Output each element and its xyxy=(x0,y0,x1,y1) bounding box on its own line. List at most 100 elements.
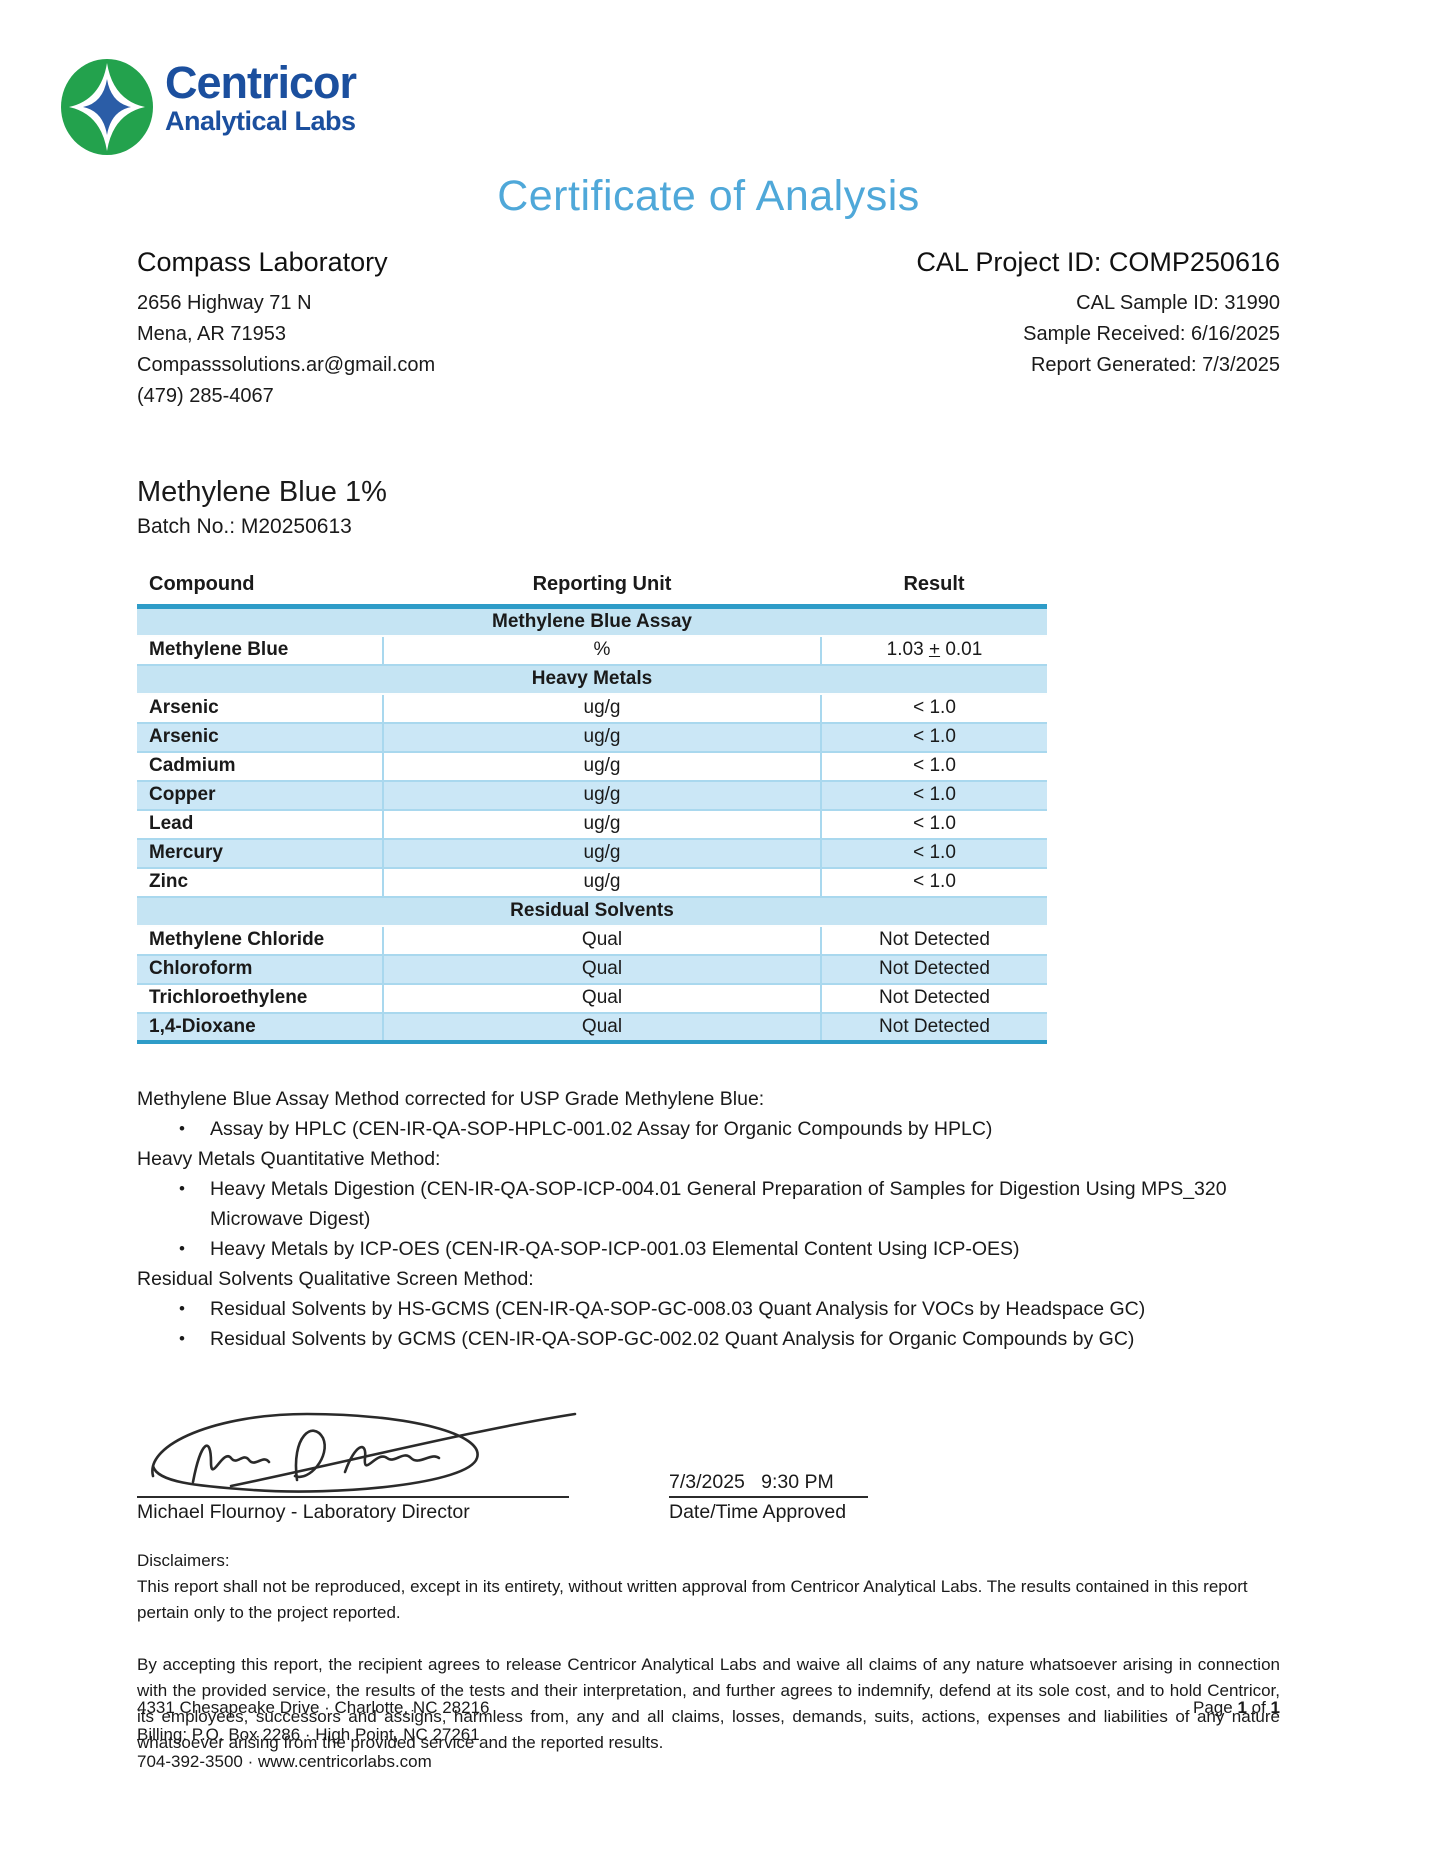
client-name: Compass Laboratory xyxy=(137,247,388,277)
page-title: Certificate of Analysis xyxy=(497,172,920,220)
method-heading: Methylene Blue Assay Method corrected fo… xyxy=(137,1087,765,1110)
method-text: Residual Solvents by HS-GCMS (CEN-IR-QA-… xyxy=(210,1297,1146,1320)
compound-cell: Methylene Blue xyxy=(137,635,383,666)
client-info: Compass Laboratory 2656 Highway 71 N Men… xyxy=(137,247,435,412)
sample-id: CAL Sample ID: 31990 xyxy=(1076,292,1280,314)
compound-cell: Chloroform xyxy=(137,954,383,985)
disclaimers-section: Disclaimers: This report shall not be re… xyxy=(137,1548,1280,1756)
result-cell: < 1.0 xyxy=(820,867,1047,898)
unit-cell: Qual xyxy=(382,925,821,956)
footer-billing: Billing: P.O. Box 2286 · High Point, NC … xyxy=(137,1725,480,1744)
method-text: Residual Solvents by GCMS (CEN-IR-QA-SOP… xyxy=(210,1327,1135,1350)
unit-cell: ug/g xyxy=(382,809,821,840)
brand-header: Centricor Analytical Labs xyxy=(59,58,1280,156)
disclaimers-heading: Disclaimers: xyxy=(137,1550,230,1570)
compound-cell: Mercury xyxy=(137,838,383,869)
result-cell: < 1.0 xyxy=(820,722,1047,753)
method-bullet-item: • Heavy Metals Digestion (CEN-IR-QA-SOP-I… xyxy=(137,1174,1280,1234)
result-cell: < 1.0 xyxy=(820,809,1047,840)
approval-date-block: 7/3/2025 9:30 PM Date/Time Approved xyxy=(669,1468,868,1526)
project-meta: CAL Sample ID: 31990 Sample Received: 6/… xyxy=(916,288,1280,381)
result-cell: < 1.0 xyxy=(820,838,1047,869)
sample-received: Sample Received: 6/16/2025 xyxy=(1023,323,1280,345)
unit-cell: Qual xyxy=(382,954,821,985)
client-address-line: Mena, AR 71953 xyxy=(137,323,286,345)
client-address: 2656 Highway 71 N Mena, AR 71953 Compass… xyxy=(137,288,435,412)
table-row: Chloroform Qual Not Detected xyxy=(137,954,1047,985)
compound-cell: 1,4-Dioxane xyxy=(137,1012,383,1043)
project-id: CAL Project ID: COMP250616 xyxy=(916,247,1280,277)
result-cell: Not Detected xyxy=(820,1012,1047,1043)
section-title: Residual Solvents xyxy=(137,895,1047,927)
results-table-header: Compound Reporting Unit Result xyxy=(137,573,1047,604)
bullet-icon: • xyxy=(179,1238,185,1258)
method-bullet-item: • Residual Solvents by HS-GCMS (CEN-IR-QA… xyxy=(137,1294,1280,1324)
bullet-icon: • xyxy=(179,1118,185,1138)
unit-cell: Qual xyxy=(382,983,821,1014)
project-info: CAL Project ID: COMP250616 CAL Sample ID… xyxy=(916,247,1280,412)
compound-cell: Zinc xyxy=(137,867,383,898)
page-footer: 4331 Chesapeake Drive · Charlotte, NC 28… xyxy=(137,1694,1280,1775)
compound-cell: Methylene Chloride xyxy=(137,925,383,956)
results-table: Methylene Blue Assay Methylene Blue% 1.03 … xyxy=(137,604,1047,1044)
plus-minus-sign: + xyxy=(928,639,941,660)
unit-cell: ug/g xyxy=(382,867,821,898)
client-phone: (479) 285-4067 xyxy=(137,385,274,407)
table-row: Methylene Chloride Qual Not Detected xyxy=(137,925,1047,956)
method-bullet-item: • Residual Solvents by GCMS (CEN-IR-QA-SO… xyxy=(137,1324,1280,1354)
table-row: Mercury ug/g < 1.0 xyxy=(137,838,1047,869)
result-cell: Not Detected xyxy=(820,983,1047,1014)
unit-cell: Qual xyxy=(382,1012,821,1043)
column-header-compound: Compound xyxy=(149,573,255,595)
method-text: Heavy Metals Digestion (CEN-IR-QA-SOP-IC… xyxy=(210,1177,1227,1230)
report-generated: Report Generated: 7/3/2025 xyxy=(1030,354,1280,376)
page-number: Page 1 of 1 xyxy=(1193,1698,1280,1717)
unit-cell: ug/g xyxy=(382,838,821,869)
brand-name: Centricor xyxy=(165,57,357,108)
column-header-result: Result xyxy=(903,573,965,595)
sample-batch-number: Batch No.: M20250613 xyxy=(137,515,352,538)
result-cell: < 1.0 xyxy=(820,751,1047,782)
unit-cell: % xyxy=(382,635,821,666)
footer-address: 4331 Chesapeake Drive · Charlotte, NC 28… xyxy=(137,1698,490,1717)
centricor-logo-icon xyxy=(61,59,153,155)
signature-block: Michael Flournoy - Laboratory Director xyxy=(137,1396,577,1526)
section-title: Methylene Blue Assay xyxy=(137,605,1047,637)
method-bullet-item: • Heavy Metals by ICP-OES (CEN-IR-QA-SOP-… xyxy=(137,1234,1280,1264)
compound-cell: Arsenic xyxy=(137,693,383,724)
table-row: Lead ug/g < 1.0 xyxy=(137,809,1047,840)
table-row: Copper ug/g < 1.0 xyxy=(137,780,1047,811)
method-text: Assay by HPLC (CEN-IR-QA-SOP-HPLC-001.02… xyxy=(210,1117,993,1140)
signatory-name-title: Michael Flournoy - Laboratory Director xyxy=(137,1500,470,1523)
table-row: Trichloroethylene Qual Not Detected xyxy=(137,983,1047,1014)
unit-cell: ug/g xyxy=(382,780,821,811)
section-row: Residual Solvents xyxy=(137,895,1047,927)
brand-subtitle: Analytical Labs xyxy=(165,106,356,136)
section-row: Heavy Metals xyxy=(137,663,1047,695)
signature-section: Michael Flournoy - Laboratory Director 7… xyxy=(137,1396,1280,1526)
table-row: Methylene Blue% 1.03 + 0.01 xyxy=(137,635,1047,666)
results-section: Compound Reporting Unit Result Methylene… xyxy=(137,573,1280,1044)
footer-phone-web: 704-392-3500 · www.centricorlabs.com xyxy=(137,1752,432,1771)
sample-section: Methylene Blue 1% Batch No.: M20250613 xyxy=(137,476,1280,539)
bullet-icon: • xyxy=(179,1298,185,1318)
method-text: Heavy Metals by ICP-OES (CEN-IR-QA-SOP-I… xyxy=(210,1237,1020,1260)
unit-cell: ug/g xyxy=(382,693,821,724)
column-header-reporting-unit: Reporting Unit xyxy=(532,573,672,595)
client-address-line: 2656 Highway 71 N xyxy=(137,292,312,314)
bullet-icon: • xyxy=(179,1178,185,1198)
compound-cell: Cadmium xyxy=(137,751,383,782)
brand-text: Centricor Analytical Labs xyxy=(165,57,357,137)
result-cell: Not Detected xyxy=(820,954,1047,985)
methods-section: Methylene Blue Assay Method corrected fo… xyxy=(137,1084,1280,1354)
table-row: Zinc ug/g < 1.0 xyxy=(137,867,1047,898)
table-row: Cadmium ug/g < 1.0 xyxy=(137,751,1047,782)
table-row: 1,4-Dioxane Qual Not Detected xyxy=(137,1012,1047,1043)
signature-image xyxy=(151,1412,577,1493)
method-heading: Residual Solvents Qualitative Screen Met… xyxy=(137,1267,534,1290)
footer-contact-block: 4331 Chesapeake Drive · Charlotte, NC 28… xyxy=(137,1694,489,1775)
table-row: Arsenic ug/g < 1.0 xyxy=(137,693,1047,724)
compound-cell: Copper xyxy=(137,780,383,811)
compound-cell: Trichloroethylene xyxy=(137,983,383,1014)
